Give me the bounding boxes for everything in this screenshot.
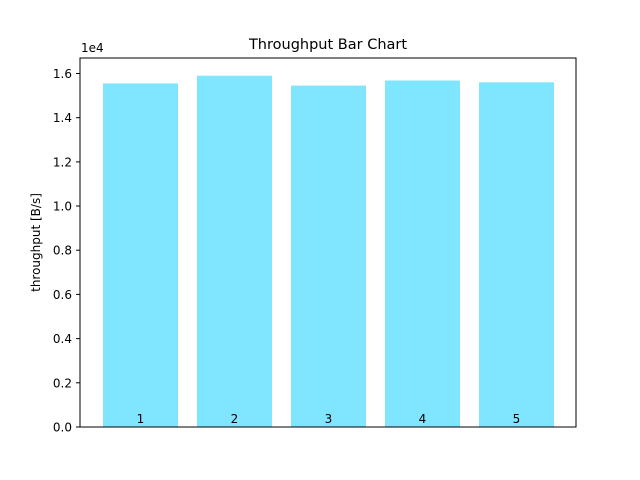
bars-group [103, 75, 554, 428]
y-tick-label: 1.2 [53, 155, 72, 169]
bar-2 [197, 75, 272, 427]
y-axis-label: throughput [B/s] [29, 193, 43, 292]
bar-label-1: 1 [137, 412, 145, 426]
y-tick-label: 1.6 [53, 67, 72, 81]
y-ticks-group: 0.0 0.2 0.4 0.6 0.8 1.0 1.2 1.4 1.6 [53, 67, 80, 435]
y-tick-label: 1.4 [53, 111, 72, 125]
bar-label-4: 4 [419, 412, 427, 426]
bar-labels-group: 1 2 3 4 5 [137, 412, 521, 426]
bar-label-5: 5 [513, 412, 521, 426]
bar-4 [385, 80, 460, 427]
y-offset-label: 1e4 [81, 41, 104, 55]
bar-label-3: 3 [325, 412, 333, 426]
y-tick-label: 0.8 [53, 244, 72, 258]
bar-3 [291, 85, 366, 427]
plot-frame [79, 57, 577, 428]
bar-label-2: 2 [231, 412, 239, 426]
y-tick-label: 1.0 [53, 200, 72, 214]
bar-1 [103, 83, 178, 428]
bar-5 [479, 82, 554, 428]
chart-title: Throughput Bar Chart [248, 37, 407, 53]
y-tick-label: 0.0 [53, 421, 72, 435]
y-tick-label: 0.6 [53, 288, 72, 302]
y-tick-label: 0.2 [53, 376, 72, 390]
y-tick-label: 0.4 [53, 332, 72, 346]
